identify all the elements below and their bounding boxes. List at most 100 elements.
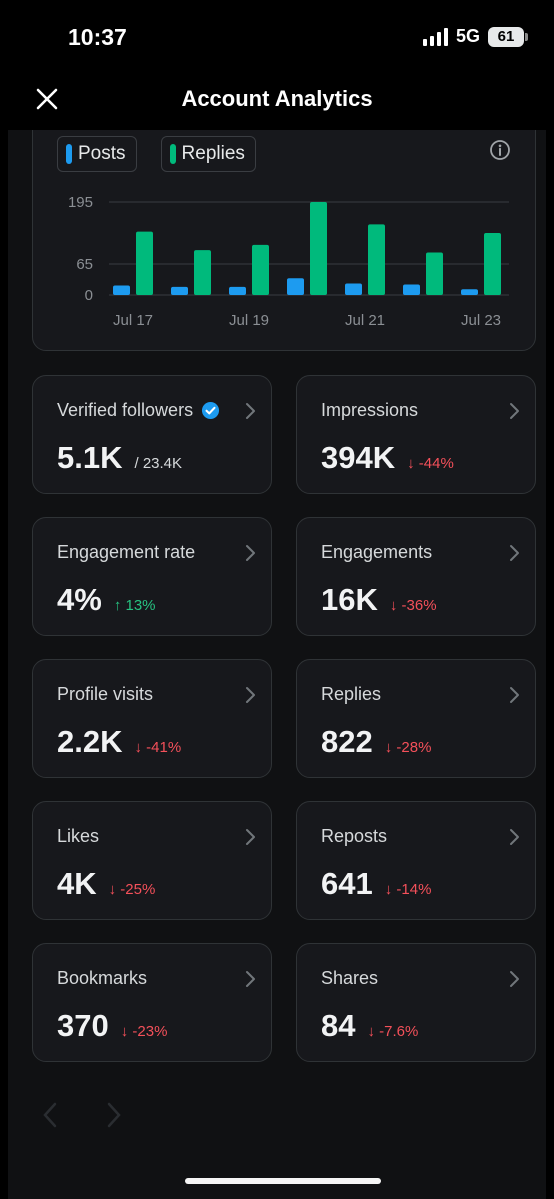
stat-delta: ↓ -7.6% xyxy=(367,1023,419,1040)
network-type: 5G xyxy=(455,26,480,46)
chevron-right-icon xyxy=(246,971,255,987)
analytics-content[interactable]: 0 65 195 Jul 17 Jul 19 Jul 21 Jul 23 Posts Rep… xyxy=(8,130,546,1199)
chevron-right-icon xyxy=(246,687,255,703)
bar-replies-jul-21[interactable] xyxy=(368,224,385,295)
stat-card-likes[interactable]: Likes 4K ↓ -25% xyxy=(32,801,272,920)
chevron-right-icon xyxy=(246,829,255,845)
bar-replies-jul-22[interactable] xyxy=(426,252,443,295)
bar-replies-jul-17[interactable] xyxy=(136,231,153,295)
bar-replies-jul-19[interactable] xyxy=(252,244,269,295)
stat-value-row: 394K ↓ -44% xyxy=(321,440,454,476)
stat-value-row: 5.1K / 23.4K xyxy=(57,440,182,476)
bar-replies-jul-18[interactable] xyxy=(194,250,211,295)
bar-posts-jul-21[interactable] xyxy=(345,283,362,295)
legend-label: Posts xyxy=(78,143,126,164)
stat-label: Impressions xyxy=(321,400,418,421)
header: Account Analytics xyxy=(8,70,546,130)
activity-bar-chart: 0 65 195 Jul 17 Jul 19 Jul 21 Jul 23 xyxy=(68,194,509,329)
chevron-right-icon xyxy=(246,545,255,561)
stat-label-text: Replies xyxy=(321,684,382,704)
stat-value: 4K xyxy=(57,866,97,901)
stat-delta: ↓ -41% xyxy=(134,739,182,756)
chevron-right-icon xyxy=(510,545,519,561)
chevron-right-icon[interactable] xyxy=(102,1100,126,1130)
stat-label-text: Engagement rate xyxy=(57,542,196,562)
x-tick-label: Jul 23 xyxy=(461,312,501,329)
bar-posts-jul-19[interactable] xyxy=(229,286,246,295)
legend-posts[interactable]: Posts xyxy=(57,136,137,172)
chart-legend: Posts Replies xyxy=(57,136,256,172)
stat-card-impressions[interactable]: Impressions 394K ↓ -44% xyxy=(296,375,536,494)
pager-nav xyxy=(38,1100,126,1130)
stat-card-engagements[interactable]: Engagements 16K ↓ -36% xyxy=(296,517,536,636)
stat-delta: ↓ -25% xyxy=(108,881,156,898)
stat-card-profile-visits[interactable]: Profile visits 2.2K ↓ -41% xyxy=(32,659,272,778)
chevron-left-icon[interactable] xyxy=(38,1100,62,1130)
home-indicator[interactable] xyxy=(185,1178,381,1184)
bar-posts-jul-22[interactable] xyxy=(403,284,420,295)
bar-posts-jul-17[interactable] xyxy=(113,285,130,295)
legend-replies[interactable]: Replies xyxy=(160,136,256,172)
y-tick-label: 65 xyxy=(76,256,93,273)
stat-card-verified-followers[interactable]: Verified followers 5.1K / 23.4K xyxy=(32,375,272,494)
stat-card-bookmarks[interactable]: Bookmarks 370 ↓ -23% xyxy=(32,943,272,1062)
stat-label: Shares xyxy=(321,968,378,989)
stat-label-text: Bookmarks xyxy=(57,968,148,988)
stat-label-text: Reposts xyxy=(321,826,388,846)
stat-value: 16K xyxy=(321,582,378,617)
stat-value-row: 4% ↑ 13% xyxy=(57,582,156,618)
stat-value-row: 16K ↓ -36% xyxy=(321,582,437,618)
stat-value: 641 xyxy=(321,866,373,901)
signal-icon xyxy=(422,27,448,46)
stat-value: 2.2K xyxy=(57,724,123,759)
stat-delta: ↓ -23% xyxy=(120,1023,168,1040)
stat-label: Profile visits xyxy=(57,684,153,705)
stat-label-text: Profile visits xyxy=(57,684,154,704)
stat-delta: ↓ -28% xyxy=(384,739,432,756)
stat-value-row: 84 ↓ -7.6% xyxy=(321,1008,418,1044)
stat-label-text: Impressions xyxy=(321,400,419,420)
y-tick-label: 0 xyxy=(85,287,93,304)
x-tick-label: Jul 17 xyxy=(113,312,153,329)
stat-card-replies[interactable]: Replies 822 ↓ -28% xyxy=(296,659,536,778)
stat-value: 394K xyxy=(321,440,396,475)
chevron-right-icon xyxy=(246,403,255,419)
stat-value-row: 4K ↓ -25% xyxy=(57,866,155,902)
stat-label-text: Likes xyxy=(57,826,100,846)
stat-value-row: 641 ↓ -14% xyxy=(321,866,431,902)
y-tick-label: 195 xyxy=(68,194,93,211)
close-icon xyxy=(36,88,58,110)
stat-label: Likes xyxy=(57,826,99,847)
legend-swatch-posts xyxy=(66,144,72,164)
stat-delta: ↓ -36% xyxy=(389,597,437,614)
x-tick-label: Jul 21 xyxy=(345,312,385,329)
stat-value: 84 xyxy=(321,1008,356,1043)
bar-posts-jul-18[interactable] xyxy=(171,286,188,295)
bar-replies-jul-20[interactable] xyxy=(310,202,327,295)
stat-label-text: Engagements xyxy=(321,542,433,562)
stat-value-row: 2.2K ↓ -41% xyxy=(57,724,181,760)
x-tick-label: Jul 19 xyxy=(229,312,269,329)
verified-badge-icon xyxy=(202,401,220,420)
chevron-right-icon xyxy=(510,403,519,419)
stat-label: Engagement rate xyxy=(57,542,195,563)
stat-label: Engagements xyxy=(321,542,432,563)
bar-posts-jul-23[interactable] xyxy=(461,289,478,295)
stat-card-shares[interactable]: Shares 84 ↓ -7.6% xyxy=(296,943,536,1062)
stat-value: 370 xyxy=(57,1008,109,1043)
legend-label: Replies xyxy=(181,143,245,164)
stat-delta: ↓ -44% xyxy=(407,455,454,472)
stat-card-engagement-rate[interactable]: Engagement rate 4% ↑ 13% xyxy=(32,517,272,636)
stat-value: 4% xyxy=(57,582,102,617)
stat-value: 5.1K xyxy=(57,440,123,475)
info-icon[interactable] xyxy=(489,139,511,161)
bar-posts-jul-20[interactable] xyxy=(287,278,304,295)
bar-replies-jul-23[interactable] xyxy=(484,233,501,295)
stat-label-text: Verified followers xyxy=(57,400,194,420)
page-title: Account Analytics xyxy=(181,86,373,111)
close-button[interactable] xyxy=(32,84,62,114)
legend-swatch-replies xyxy=(169,144,176,164)
stat-card-reposts[interactable]: Reposts 641 ↓ -14% xyxy=(296,801,536,920)
status-time: 10:37 xyxy=(68,24,127,50)
